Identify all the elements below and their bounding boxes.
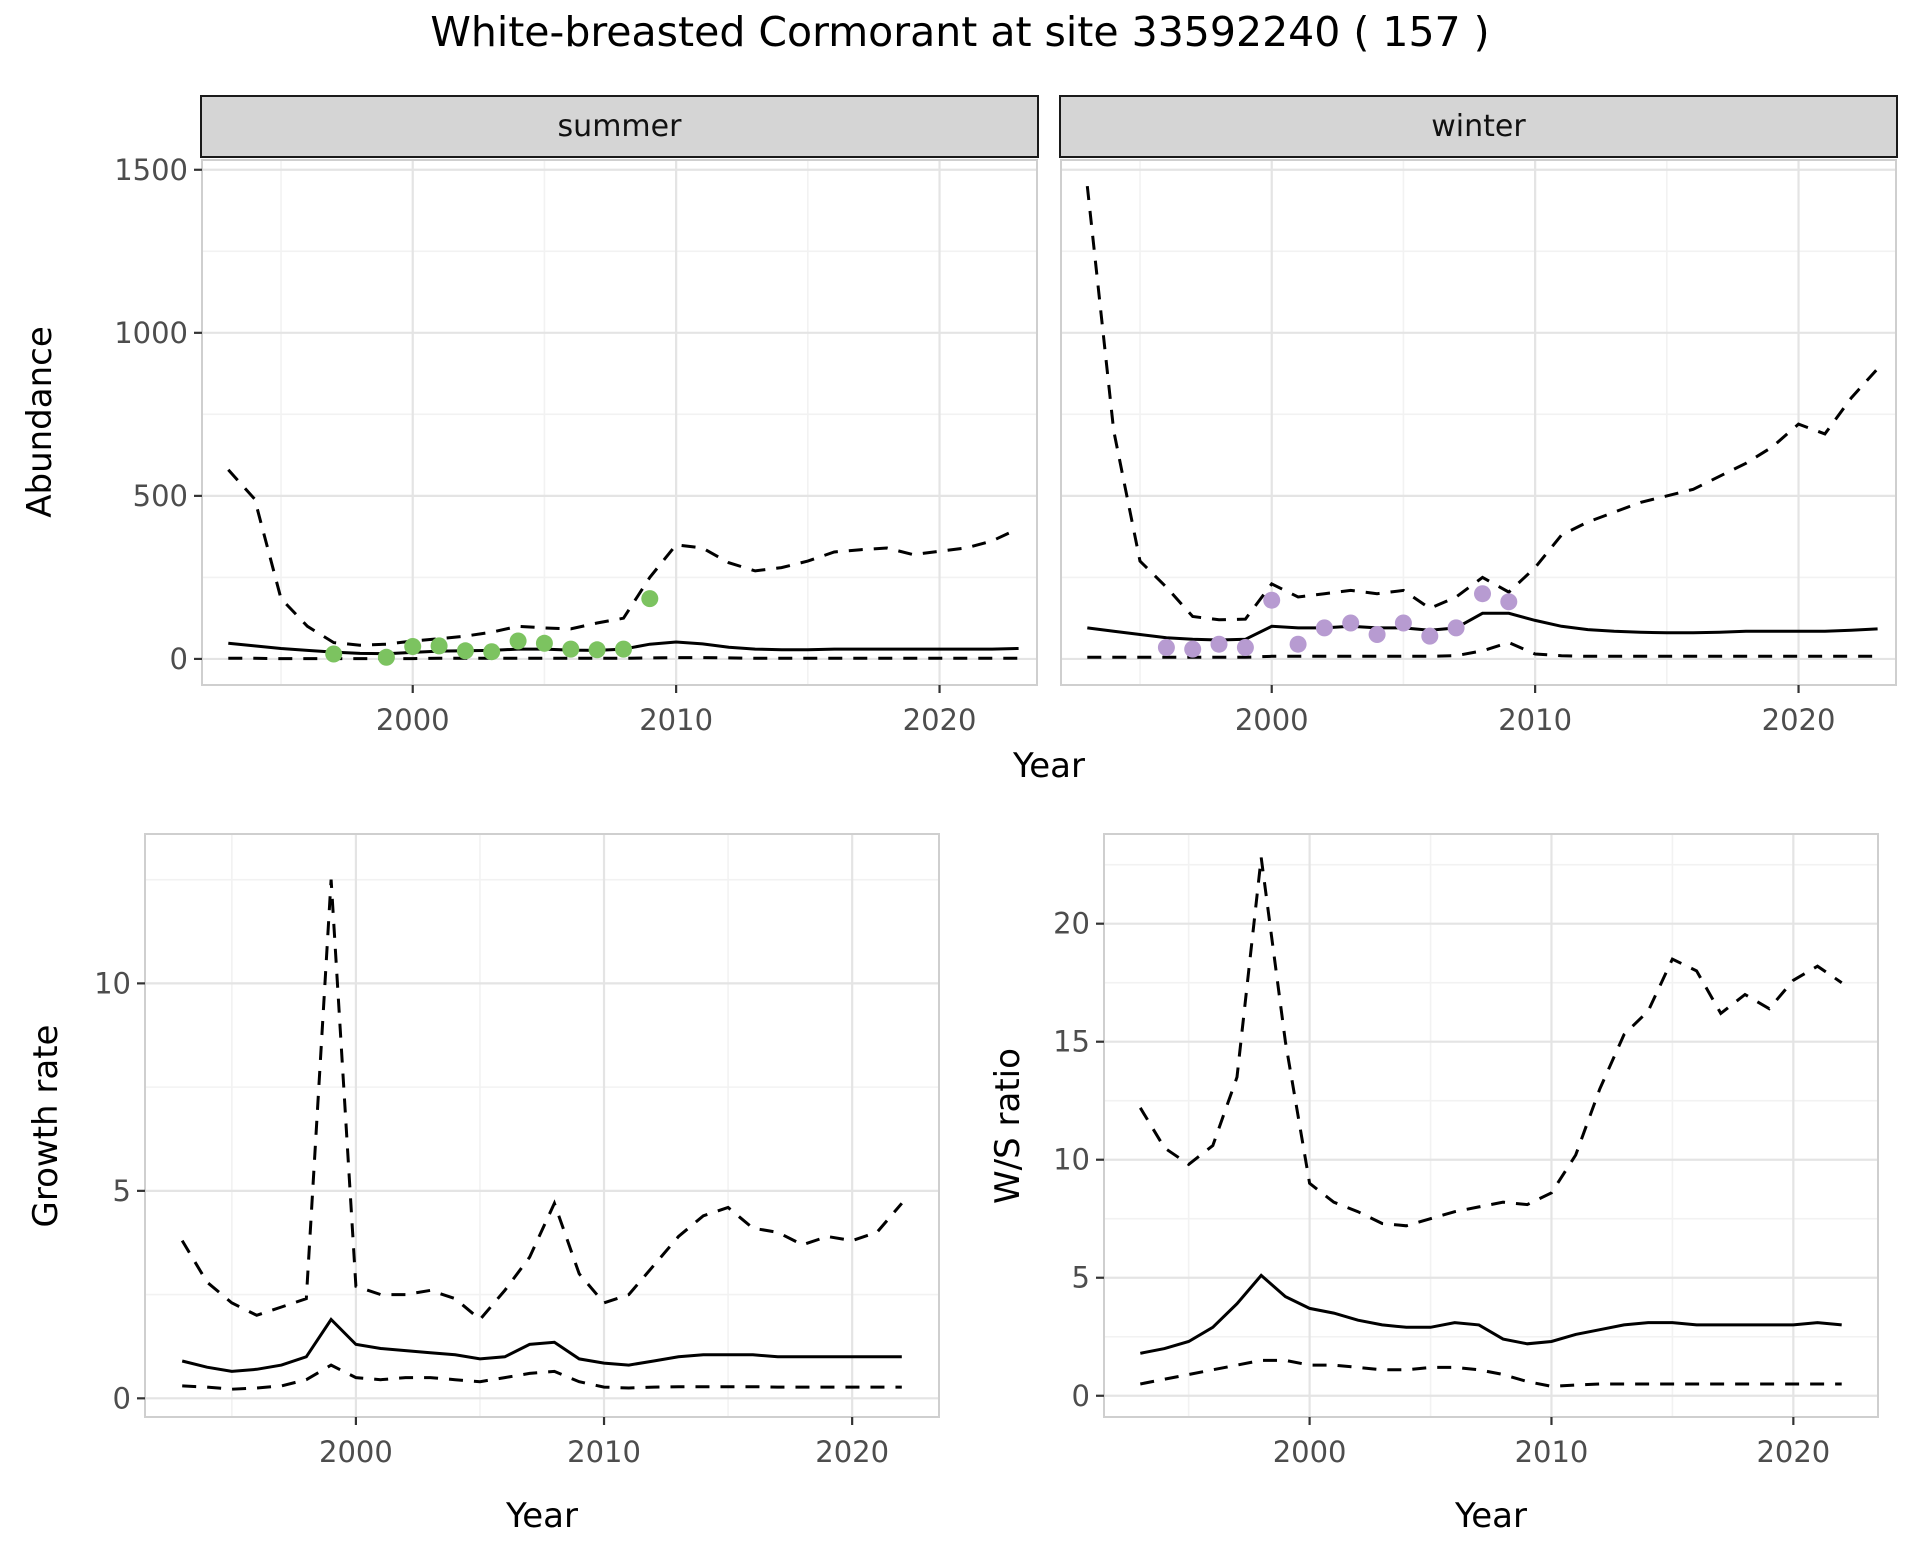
ws-ratio-upper-ci-line xyxy=(1139,857,1843,1228)
abundance-summer-observed-counts-point xyxy=(325,645,343,663)
abundance-summer-observed-counts-point xyxy=(483,643,501,661)
abundance-summer-upper-ci-line xyxy=(227,468,1020,647)
facet-strip-winter: winter xyxy=(1059,95,1898,158)
abundance-winter-panel-border xyxy=(1060,159,1897,686)
x-tick-label: 2020 xyxy=(1762,703,1836,737)
x-tick-label: 2000 xyxy=(1273,1435,1347,1469)
y-axis-title-ws-ratio: W/S ratio xyxy=(988,1048,1028,1204)
page-title: White-breasted Cormorant at site 3359224… xyxy=(430,8,1490,56)
growth-rate-upper-ci-line xyxy=(180,879,903,1322)
y-tick-label: 1000 xyxy=(114,316,188,350)
panel-growth-rate: 2000 2010 2020 0 5 10 xyxy=(94,833,940,1469)
ws-ratio-lower-ci-line xyxy=(1140,1358,1842,1388)
x-tick-label: 2010 xyxy=(1515,1435,1589,1469)
abundance-summer-observed-counts-point xyxy=(641,590,659,608)
x-axis-title-year-ws: Year xyxy=(1455,1496,1527,1536)
abundance-summer-observed-counts-point xyxy=(430,637,448,655)
abundance-winter-observed-counts-point xyxy=(1236,639,1254,656)
x-tick-label: 2020 xyxy=(903,703,977,737)
growth-rate-lower-ci-line xyxy=(182,1363,902,1391)
ws-ratio-panel-border xyxy=(1103,833,1879,1418)
y-tick-label: 10 xyxy=(94,966,131,1000)
abundance-summer-observed-counts-point xyxy=(615,640,632,658)
y-tick-label: 500 xyxy=(133,479,188,513)
abundance-summer-lower-ci-line xyxy=(228,656,1019,661)
x-tick-label: 2020 xyxy=(1756,1435,1830,1469)
y-tick-label: 0 xyxy=(113,1381,131,1415)
abundance-winter-lower-ci-line xyxy=(1087,641,1878,659)
x-tick-label: 2020 xyxy=(815,1435,889,1469)
x-tick-label: 2010 xyxy=(567,1435,641,1469)
abundance-summer-observed-counts-point xyxy=(562,640,580,658)
y-tick-label: 0 xyxy=(1072,1379,1090,1413)
abundance-summer-observed-counts-point xyxy=(404,638,422,655)
abundance-summer-panel-background xyxy=(202,160,1037,685)
x-axis-title-year-top: Year xyxy=(1013,746,1085,786)
abundance-winter-observed-counts-point xyxy=(1263,591,1281,609)
x-tick-label: 2000 xyxy=(376,703,450,737)
abundance-summer-observed-counts-point xyxy=(377,648,395,666)
abundance-summer-observed-counts-point xyxy=(588,641,606,659)
growth-rate-median-line xyxy=(181,1317,902,1373)
y-tick-label: 1500 xyxy=(114,153,188,187)
abundance-winter-observed-counts-point xyxy=(1210,635,1228,653)
y-tick-label: 10 xyxy=(1053,1143,1090,1177)
x-axis-title-year-growth: Year xyxy=(506,1496,578,1536)
facet-strip-summer: summer xyxy=(200,95,1039,158)
abundance-winter-observed-counts-point xyxy=(1474,585,1491,603)
abundance-winter-observed-counts-point xyxy=(1394,614,1412,632)
abundance-winter-observed-counts-point xyxy=(1500,593,1518,611)
abundance-winter-observed-counts-point xyxy=(1447,619,1465,637)
growth-rate-panel-border xyxy=(144,833,940,1418)
x-tick-label: 2000 xyxy=(1235,703,1309,737)
facet-strip-winter-label: winter xyxy=(1431,109,1526,144)
abundance-winter-observed-counts-point xyxy=(1315,619,1333,637)
x-tick-label: 2010 xyxy=(639,703,713,737)
y-tick-label: 5 xyxy=(1072,1261,1090,1295)
y-axis-title-abundance: Abundance xyxy=(20,326,60,518)
panel-abundance-summer: 2000 2010 2020 0 500 1000 1500 xyxy=(114,153,1038,737)
y-tick-label: 15 xyxy=(1053,1025,1090,1059)
abundance-summer-observed-counts-point xyxy=(509,632,527,650)
y-tick-label: 20 xyxy=(1053,907,1090,941)
abundance-winter-observed-counts-point xyxy=(1289,635,1307,653)
panel-ws-ratio: 2000 2010 2020 0 5 10 15 20 xyxy=(1053,833,1879,1469)
abundance-winter-panel-background xyxy=(1061,160,1896,685)
x-tick-label: 2010 xyxy=(1498,703,1572,737)
abundance-winter-upper-ci-line xyxy=(1085,185,1879,622)
abundance-summer-observed-counts-point xyxy=(456,642,474,660)
abundance-winter-observed-counts-point xyxy=(1342,614,1360,632)
abundance-winter-observed-counts-point xyxy=(1421,627,1439,645)
y-axis-title-growth-rate: Growth rate xyxy=(26,1024,66,1228)
panel-abundance-winter: 2000 2010 2020 xyxy=(1060,159,1897,737)
abundance-winter-observed-counts-point xyxy=(1184,640,1202,658)
x-tick-label: 2000 xyxy=(319,1435,393,1469)
abundance-summer-panel-border xyxy=(201,159,1038,686)
abundance-summer-observed-counts-point xyxy=(535,634,553,652)
abundance-winter-observed-counts-point xyxy=(1368,626,1386,643)
y-tick-label: 0 xyxy=(170,642,188,676)
growth-rate-panel-background xyxy=(145,834,939,1417)
ws-ratio-median-line xyxy=(1140,1273,1842,1355)
y-tick-label: 5 xyxy=(113,1174,131,1208)
abundance-winter-observed-counts-point xyxy=(1157,639,1175,656)
facet-strip-summer-label: summer xyxy=(557,109,682,144)
ws-ratio-panel-background xyxy=(1104,834,1878,1417)
